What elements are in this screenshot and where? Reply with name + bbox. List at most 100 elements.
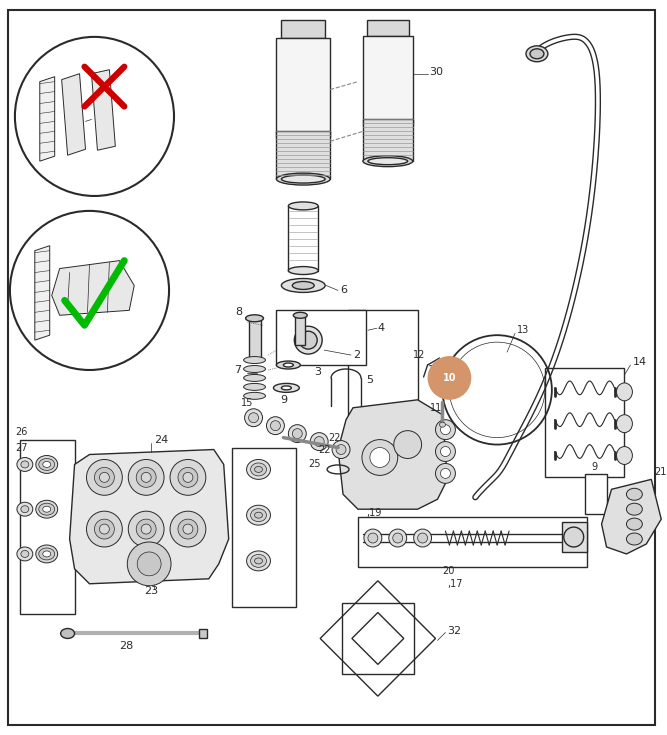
Ellipse shape [61, 628, 75, 639]
Ellipse shape [283, 363, 293, 367]
Text: 15: 15 [241, 398, 253, 408]
Ellipse shape [530, 49, 544, 59]
Ellipse shape [526, 46, 548, 62]
Text: 25: 25 [308, 459, 321, 470]
Text: ,17: ,17 [448, 578, 463, 589]
Ellipse shape [414, 529, 432, 547]
Text: 8: 8 [235, 307, 243, 318]
Ellipse shape [626, 503, 642, 515]
Text: 9: 9 [280, 395, 287, 405]
Circle shape [178, 519, 198, 539]
Polygon shape [69, 450, 229, 584]
Ellipse shape [245, 315, 263, 322]
Text: 9: 9 [592, 462, 598, 473]
Polygon shape [61, 74, 85, 155]
Bar [276, 38, 330, 137]
Polygon shape [338, 400, 448, 509]
Polygon shape [35, 245, 50, 340]
Text: 21: 21 [654, 467, 666, 478]
Circle shape [249, 413, 259, 423]
Circle shape [183, 473, 193, 482]
Circle shape [128, 459, 164, 495]
Ellipse shape [293, 312, 307, 318]
Ellipse shape [288, 267, 318, 275]
Ellipse shape [17, 547, 33, 561]
Text: 7: 7 [233, 365, 241, 375]
Ellipse shape [616, 447, 632, 465]
Ellipse shape [243, 365, 265, 373]
Circle shape [141, 473, 151, 482]
Ellipse shape [276, 173, 330, 185]
Circle shape [362, 440, 398, 476]
Ellipse shape [255, 512, 263, 518]
Text: 30: 30 [430, 67, 444, 76]
Ellipse shape [247, 551, 270, 571]
Circle shape [87, 511, 122, 547]
Circle shape [288, 425, 306, 442]
Ellipse shape [616, 415, 632, 433]
Circle shape [440, 425, 450, 434]
Circle shape [436, 420, 456, 440]
Polygon shape [320, 581, 436, 696]
Circle shape [267, 417, 284, 434]
Circle shape [332, 440, 350, 459]
Text: 3: 3 [314, 367, 321, 377]
Circle shape [170, 511, 206, 547]
Circle shape [95, 467, 114, 487]
Bar [585, 474, 606, 514]
Text: 2: 2 [353, 350, 360, 360]
Ellipse shape [281, 279, 325, 293]
Polygon shape [91, 70, 115, 150]
Ellipse shape [247, 505, 270, 525]
Circle shape [137, 552, 161, 576]
Circle shape [87, 459, 122, 495]
Ellipse shape [36, 501, 57, 518]
Ellipse shape [36, 545, 57, 563]
Bar [276, 132, 330, 179]
Polygon shape [602, 479, 661, 554]
Circle shape [127, 542, 171, 586]
Bar [562, 522, 587, 552]
Ellipse shape [440, 422, 446, 427]
Ellipse shape [21, 551, 29, 557]
Circle shape [428, 356, 472, 400]
Circle shape [336, 445, 346, 454]
Ellipse shape [363, 156, 413, 167]
Ellipse shape [368, 158, 408, 165]
Ellipse shape [418, 533, 428, 543]
Circle shape [245, 409, 263, 426]
Circle shape [370, 448, 390, 467]
Bar [199, 628, 207, 639]
Ellipse shape [564, 527, 584, 547]
Bar [231, 448, 296, 606]
Ellipse shape [292, 282, 314, 290]
Ellipse shape [251, 463, 267, 476]
Circle shape [136, 467, 156, 487]
Text: 28: 28 [119, 642, 133, 651]
Bar [363, 119, 413, 161]
Text: ,19: ,19 [366, 508, 382, 518]
Text: 22: 22 [328, 433, 341, 442]
Ellipse shape [43, 506, 51, 512]
Text: 4: 4 [378, 323, 385, 333]
Text: 11: 11 [430, 403, 442, 413]
Text: 10: 10 [443, 373, 456, 383]
Ellipse shape [251, 554, 267, 567]
Ellipse shape [393, 533, 403, 543]
Bar [281, 20, 325, 38]
Circle shape [99, 473, 109, 482]
Circle shape [440, 468, 450, 478]
Ellipse shape [243, 392, 265, 399]
Bar [545, 368, 624, 477]
Circle shape [394, 431, 422, 459]
Polygon shape [40, 76, 55, 161]
Ellipse shape [17, 502, 33, 516]
Circle shape [170, 459, 206, 495]
Circle shape [178, 467, 198, 487]
Ellipse shape [299, 331, 317, 349]
Ellipse shape [251, 509, 267, 522]
Circle shape [141, 524, 151, 534]
Circle shape [183, 524, 193, 534]
Bar [358, 517, 587, 567]
Circle shape [95, 519, 114, 539]
